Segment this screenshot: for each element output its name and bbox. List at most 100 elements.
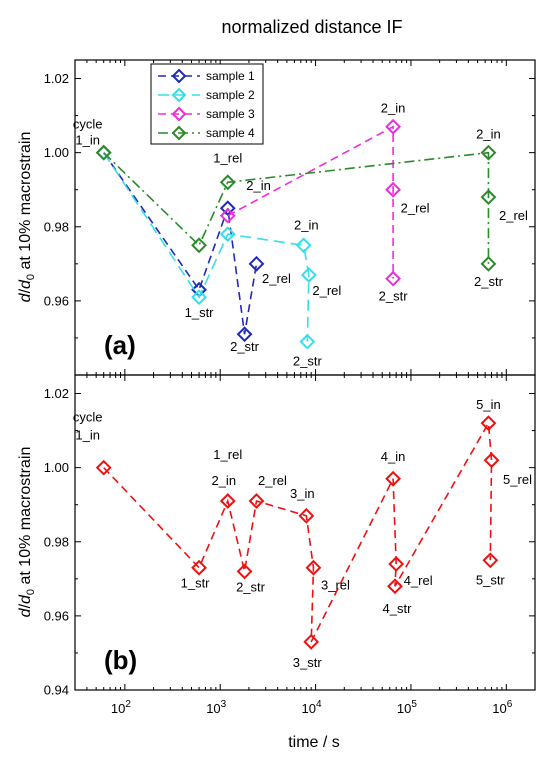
annotation-label: 1_str xyxy=(185,305,215,320)
data-point-b xyxy=(388,556,405,572)
annotation-label: 2_in xyxy=(476,127,501,142)
data-layer xyxy=(95,118,500,650)
data-point-sample-4 xyxy=(480,189,497,206)
annotation-label: 2_str xyxy=(230,339,260,354)
chart-title: normalized distance IF xyxy=(221,17,402,37)
data-point-b xyxy=(305,559,322,576)
annotation-label: 5_in xyxy=(476,397,501,412)
x-axis-label: time / s xyxy=(288,734,340,751)
x-tick-label: 104 xyxy=(302,699,322,716)
y-tick-label-a: 1.00 xyxy=(44,145,69,160)
annotation-label: 2_str xyxy=(236,579,266,594)
data-point-sample-2 xyxy=(299,333,316,350)
annotation-label: 1_in xyxy=(75,428,100,443)
annotation-label: 2_in xyxy=(381,101,406,116)
data-point-sample-4 xyxy=(480,255,497,272)
series-line-sample-1 xyxy=(103,152,258,335)
annotation-label: 4_str xyxy=(383,601,413,616)
series-line-sample-3 xyxy=(227,125,394,279)
legend-label: sample 3 xyxy=(206,107,255,121)
y-axis-label-b: d/d0 at 10% macrostrain xyxy=(17,447,37,618)
data-point-b xyxy=(483,452,500,469)
annotation-label: 2_in xyxy=(211,473,236,488)
y-tick-label-b: 1.00 xyxy=(44,460,69,475)
data-point-sample-4 xyxy=(219,174,236,191)
legend-label: sample 4 xyxy=(206,126,255,140)
legend-marker xyxy=(171,106,187,122)
data-point-sample-4 xyxy=(95,144,112,161)
y-tick-label-b: 0.96 xyxy=(44,608,69,623)
annotation-label: 2_in xyxy=(246,178,271,193)
axes-layer: 0.96 0.98 1.00 1.02 0.94 0.96 0.98 1.00 1.02 102 1… xyxy=(44,60,536,716)
y-axis-label-a: d/d0 at 10% macrostrain xyxy=(17,132,37,303)
annotation-label: 5_rel xyxy=(503,472,532,487)
data-point-sample-1 xyxy=(236,326,253,343)
data-point-sample-1 xyxy=(219,200,236,217)
annotation-layer: cycle1_in1_str1_rel2_in2_rel2_str2_in2_r… xyxy=(73,101,532,670)
annotation-label: cycle xyxy=(73,410,103,425)
annotation-label: 5_str xyxy=(476,572,506,587)
data-point-sample-4 xyxy=(191,237,207,254)
data-point-sample-4 xyxy=(480,144,497,161)
y-tick-label-a: 0.96 xyxy=(44,293,69,308)
legend-label: sample 2 xyxy=(206,88,255,102)
data-point-sample-2 xyxy=(300,267,317,283)
data-point-sample-3 xyxy=(385,270,402,287)
annotation-label: 2_rel xyxy=(258,473,287,488)
data-point-b xyxy=(480,415,497,432)
annotation-label: 2_rel xyxy=(401,201,430,216)
y-tick-label-a: 1.02 xyxy=(44,71,69,86)
panel-b-label: (b) xyxy=(104,645,137,675)
data-point-b xyxy=(482,552,499,569)
data-point-b xyxy=(219,493,236,509)
annotation-label: 4_in xyxy=(381,449,406,464)
annotation-label: 1_rel xyxy=(213,447,242,462)
data-point-b xyxy=(387,578,403,595)
data-point-sample-1 xyxy=(248,255,265,272)
legend-marker xyxy=(171,87,187,103)
series-line-sample-2 xyxy=(103,152,310,342)
data-point-b xyxy=(95,459,112,476)
data-point-sample-2 xyxy=(219,226,236,243)
annotation-label: 3_rel xyxy=(321,578,350,593)
data-point-b xyxy=(298,507,315,524)
y-tick-label-b: 1.02 xyxy=(44,386,69,401)
data-point-b xyxy=(248,493,265,509)
legend-marker xyxy=(171,68,187,84)
x-tick-label: 103 xyxy=(206,699,226,716)
annotation-label: 2_rel xyxy=(312,283,341,298)
legend-marker xyxy=(171,125,187,141)
y-tick-label-b: 0.98 xyxy=(44,534,69,549)
x-tick-label: 102 xyxy=(111,699,131,716)
y-tick-label-b: 0.94 xyxy=(44,683,69,698)
annotation-label: 1_str xyxy=(181,576,211,591)
annotation-label: 3_str xyxy=(293,655,323,670)
series-line-sample-4 xyxy=(103,151,490,264)
data-point-b xyxy=(191,559,207,576)
legend-box xyxy=(150,63,264,145)
x-tick-label: 106 xyxy=(492,699,512,716)
data-point-sample-3 xyxy=(385,118,402,135)
x-tick-label: 105 xyxy=(397,699,417,716)
annotation-label: 2_str xyxy=(293,354,323,369)
annotation-label: 3_in xyxy=(290,486,315,501)
data-point-sample-2 xyxy=(191,289,207,306)
annotation-label: cycle xyxy=(73,117,103,132)
annotation-label: 4_rel xyxy=(404,573,433,588)
data-point-b xyxy=(236,563,253,580)
annotation-label: 2_rel xyxy=(499,208,528,223)
data-point-b xyxy=(385,470,402,487)
series-line-b xyxy=(103,420,493,643)
annotation-label: 2_str xyxy=(474,274,504,289)
panel-a-label: (a) xyxy=(104,330,136,360)
panel-b-plot-area xyxy=(74,374,536,691)
legend-label: sample 1 xyxy=(206,69,255,83)
data-point-sample-3 xyxy=(219,207,236,224)
data-point-sample-3 xyxy=(385,181,402,198)
legend: sample 1 sample 2 sample 3 sample 4 xyxy=(150,63,264,145)
annotation-label: 2_rel xyxy=(262,271,291,286)
annotation-label: 2_in xyxy=(294,217,319,232)
annotation-label: 1_in xyxy=(75,133,100,148)
y-tick-label-a: 0.98 xyxy=(44,219,69,234)
